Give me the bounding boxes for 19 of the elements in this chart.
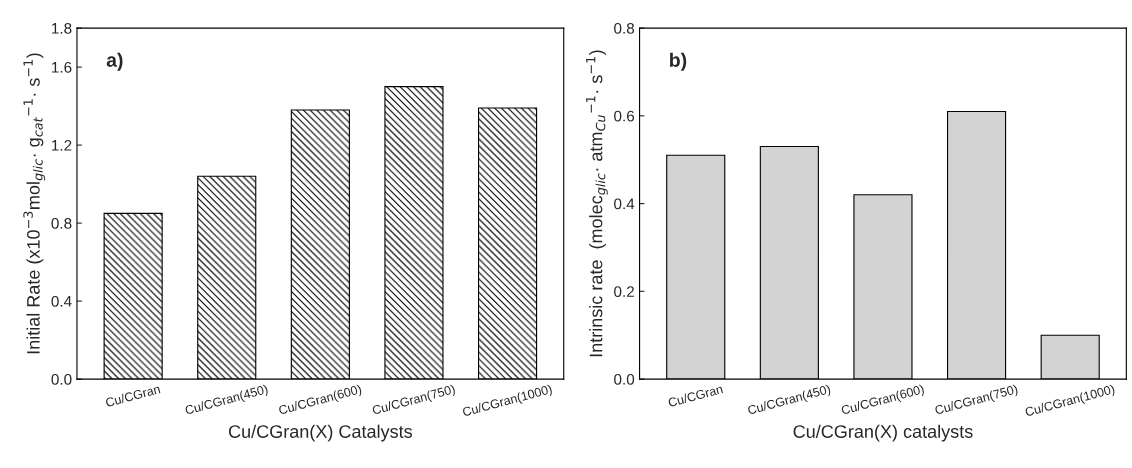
y-tick-label: 0.4 <box>51 295 72 307</box>
y-tick-label: 0.8 <box>51 217 72 229</box>
y-tick-label: 0.0 <box>51 373 72 385</box>
y-tick-label: 1.6 <box>52 61 72 73</box>
y-tick-label: 0.2 <box>614 286 634 298</box>
y-axis-title: Intrinsic rate (molec$_{glic}$· atm$_{Cu}$$^{−1}$· s$^{−1}$) <box>586 50 608 357</box>
y-tick-label: 0.0 <box>614 373 635 385</box>
x-axis-title: Cu/CGran(X) Catalysts <box>228 424 413 442</box>
y-tick-label: 1.8 <box>52 22 72 34</box>
annotation: b) <box>670 52 687 71</box>
annotation: a) <box>106 52 123 71</box>
y-tick-label: 0.4 <box>614 198 635 210</box>
x-axis-title: Cu/CGran(X) catalysts <box>793 424 973 442</box>
y-tick-label: 1.2 <box>52 139 72 151</box>
y-tick-label: 0.8 <box>614 22 635 34</box>
x-tick-label: Cu/CGran <box>667 384 724 408</box>
y-tick-label: 0.6 <box>614 110 635 122</box>
text: Initial Rate (x10$^{−3}$mol$_{glic}$· g$_{cat}$$^{−1}$· s$^{−1}$) <box>23 53 46 354</box>
x-tick-label: Cu/CGran <box>105 384 161 408</box>
